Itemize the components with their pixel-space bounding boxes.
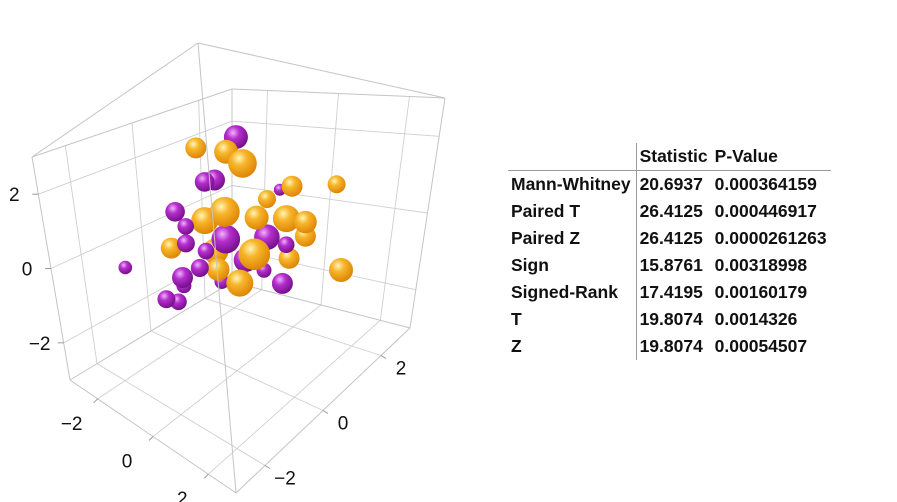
orange-sphere bbox=[278, 247, 300, 269]
column-header-statistic: Statistic bbox=[636, 143, 712, 171]
box-edge bbox=[197, 42, 446, 99]
purple-sphere bbox=[190, 259, 209, 277]
orange-sphere bbox=[226, 269, 254, 297]
table-row: Sign 15.8761 0.00318998 bbox=[508, 252, 831, 279]
statistic-value: 26.4125 bbox=[639, 201, 703, 221]
p-value: 0.0000261263 bbox=[714, 228, 827, 248]
box-edge bbox=[197, 42, 237, 494]
z-tick-label: −2 bbox=[29, 334, 51, 355]
p-value: 0.000446917 bbox=[714, 201, 817, 221]
p-value: 0.000364159 bbox=[714, 174, 817, 194]
statistic-value: 20.6937 bbox=[639, 174, 703, 194]
purple-sphere bbox=[172, 267, 193, 288]
gridline bbox=[379, 96, 410, 321]
purple-sphere bbox=[277, 236, 295, 253]
row-label: Paired Z bbox=[508, 225, 637, 252]
p-value: 0.00318998 bbox=[714, 255, 808, 275]
x-tick-label: 0 bbox=[122, 452, 133, 473]
table-row: Paired Z 26.4125 0.0000261263 bbox=[508, 225, 831, 252]
statistic-value: 17.4195 bbox=[639, 282, 703, 302]
y-tick-mark bbox=[380, 355, 387, 359]
row-label: Z bbox=[508, 333, 637, 360]
statistic-value: 15.8761 bbox=[639, 255, 703, 275]
gridline bbox=[38, 120, 233, 195]
orange-sphere bbox=[272, 205, 300, 233]
purple-sphere bbox=[177, 218, 194, 235]
row-label: Mann-Whitney bbox=[508, 170, 637, 198]
purple-sphere bbox=[118, 260, 133, 275]
statistic-value: 19.8074 bbox=[639, 336, 703, 356]
orange-sphere bbox=[281, 175, 303, 197]
purple-sphere bbox=[197, 242, 215, 260]
table-row: T 19.8074 0.0014326 bbox=[508, 306, 831, 333]
y-tick-label: 0 bbox=[338, 414, 349, 435]
purple-sphere bbox=[176, 234, 195, 253]
data-spheres bbox=[118, 125, 353, 311]
scatter-3d-plot[interactable]: −2 −2 −2 0 0 0 2 2 2 bbox=[0, 0, 500, 502]
gridline bbox=[231, 120, 440, 137]
orange-sphere bbox=[206, 258, 230, 281]
orange-sphere bbox=[209, 196, 240, 227]
p-value: 0.00054507 bbox=[714, 336, 808, 356]
box-edge bbox=[231, 88, 446, 99]
purple-sphere bbox=[157, 290, 176, 309]
axis-ticks: −2 −2 −2 0 0 0 2 2 2 bbox=[9, 185, 406, 502]
statistics-table: Statistic P-Value Mann-Whitney 20.6937 0… bbox=[508, 143, 831, 360]
orange-sphere bbox=[294, 210, 317, 234]
table-corner-cell bbox=[508, 143, 637, 171]
orange-sphere bbox=[185, 137, 207, 159]
table-row: Signed-Rank 17.4195 0.00160179 bbox=[508, 279, 831, 306]
plot-box-front-edges bbox=[31, 42, 446, 494]
y-tick-mark bbox=[264, 465, 271, 469]
orange-sphere bbox=[228, 149, 257, 178]
orange-sphere bbox=[160, 237, 182, 259]
statistic-value: 19.8074 bbox=[639, 309, 703, 329]
x-tick-label: −2 bbox=[61, 414, 83, 435]
statistic-value: 26.4125 bbox=[639, 228, 703, 248]
x-tick-mark bbox=[203, 473, 209, 479]
row-label: T bbox=[508, 306, 637, 333]
x-tick-label: 2 bbox=[177, 489, 188, 502]
box-edge bbox=[31, 42, 199, 158]
row-label: Signed-Rank bbox=[508, 279, 637, 306]
purple-sphere bbox=[211, 224, 241, 254]
orange-sphere bbox=[327, 175, 346, 194]
gridline bbox=[150, 330, 324, 411]
table-row: Z 19.8074 0.00054507 bbox=[508, 333, 831, 360]
x-tick-mark bbox=[93, 398, 99, 404]
orange-sphere bbox=[238, 238, 271, 271]
p-value: 0.00160179 bbox=[714, 282, 808, 302]
z-tick-label: 2 bbox=[9, 185, 20, 206]
box-edge bbox=[69, 281, 233, 381]
table-header-row: Statistic P-Value bbox=[508, 143, 831, 171]
y-tick-mark bbox=[322, 410, 329, 414]
z-tick-label: 0 bbox=[22, 260, 33, 281]
gridline bbox=[208, 319, 381, 475]
plot-box-grid bbox=[38, 90, 440, 475]
gridline bbox=[204, 297, 382, 356]
box-edge bbox=[231, 281, 411, 329]
y-tick-label: 2 bbox=[396, 359, 407, 380]
y-tick-label: −2 bbox=[274, 469, 296, 490]
orange-sphere bbox=[329, 258, 353, 282]
orange-sphere bbox=[258, 190, 276, 209]
purple-sphere bbox=[271, 272, 293, 294]
box-edge bbox=[409, 97, 446, 329]
box-edge bbox=[31, 88, 233, 158]
x-tick-mark bbox=[148, 436, 154, 441]
table-row: Mann-Whitney 20.6937 0.000364159 bbox=[508, 170, 831, 198]
purple-sphere bbox=[194, 172, 215, 192]
orange-sphere bbox=[244, 205, 269, 230]
p-value: 0.0014326 bbox=[714, 309, 798, 329]
purple-sphere bbox=[165, 202, 185, 222]
row-label: Sign bbox=[508, 252, 637, 279]
table-row: Paired T 26.4125 0.000446917 bbox=[508, 198, 831, 225]
column-header-p-value: P-Value bbox=[711, 143, 831, 171]
row-label: Paired T bbox=[508, 198, 637, 225]
